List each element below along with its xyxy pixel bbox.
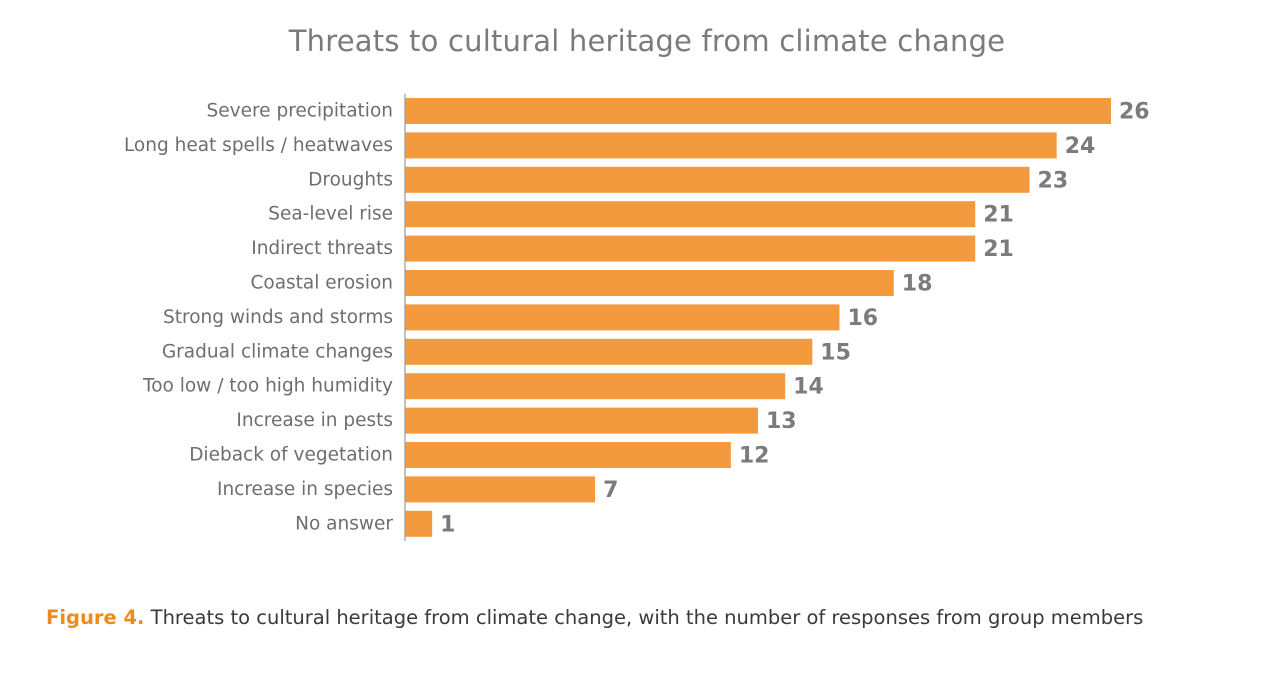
value-label: 24 xyxy=(1065,134,1096,159)
bar xyxy=(405,373,786,400)
category-label: Increase in species xyxy=(217,479,393,500)
chart-title: Threats to cultural heritage from climat… xyxy=(288,24,1006,58)
bar xyxy=(405,304,840,331)
category-label: Long heat spells / heatwaves xyxy=(124,135,393,156)
category-label: Droughts xyxy=(308,169,393,190)
figure-caption-text: Threats to cultural heritage from climat… xyxy=(150,606,1144,629)
bar xyxy=(405,235,976,262)
bars-group: Severe precipitation 26 Long heat spells /… xyxy=(124,98,1150,537)
category-label: Severe precipitation xyxy=(207,101,393,122)
bar xyxy=(405,338,813,365)
value-label: 26 xyxy=(1119,100,1150,125)
bar xyxy=(405,132,1057,159)
value-label: 12 xyxy=(739,444,770,469)
bar xyxy=(405,476,596,503)
bar xyxy=(405,510,433,537)
bar xyxy=(405,270,894,296)
bar xyxy=(405,98,1111,124)
category-label: Gradual climate changes xyxy=(162,341,393,362)
category-label: Too low / too high humidity xyxy=(142,376,393,397)
category-label: Strong winds and storms xyxy=(163,307,393,328)
value-label: 15 xyxy=(820,340,851,365)
category-label: No answer xyxy=(295,513,393,534)
value-label: 13 xyxy=(766,409,797,434)
value-label: 23 xyxy=(1038,168,1069,193)
bar xyxy=(405,201,976,228)
value-label: 18 xyxy=(902,272,933,297)
bar xyxy=(405,407,758,434)
category-label: Dieback of vegetation xyxy=(189,445,393,466)
bar xyxy=(405,166,1030,193)
category-label: Indirect threats xyxy=(251,238,393,259)
figure-label: Figure 4. xyxy=(46,606,145,629)
category-label: Increase in pests xyxy=(236,410,393,431)
value-label: 21 xyxy=(983,203,1014,228)
value-label: 21 xyxy=(983,237,1014,262)
category-label: Sea-level rise xyxy=(268,204,393,225)
value-label: 1 xyxy=(440,512,455,537)
figure-caption: Figure 4. Threats to cultural heritage f… xyxy=(46,606,1143,629)
value-label: 7 xyxy=(603,478,618,503)
bar xyxy=(405,442,731,468)
value-label: 14 xyxy=(793,375,824,400)
value-label: 16 xyxy=(847,306,878,331)
bar-chart: Severe precipitation 26 Long heat spells /… xyxy=(124,93,1150,541)
category-label: Coastal erosion xyxy=(250,273,393,294)
